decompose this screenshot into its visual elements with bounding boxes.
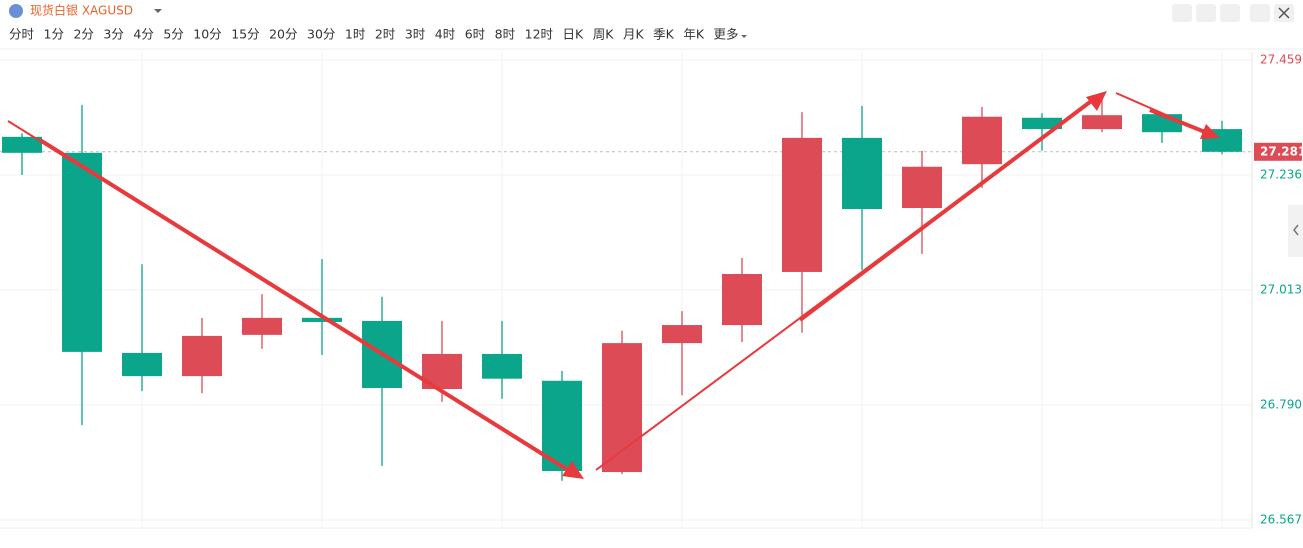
candle-body bbox=[842, 137, 882, 210]
tool-button[interactable] bbox=[1250, 4, 1270, 22]
period-tab[interactable]: 分时 bbox=[9, 27, 35, 42]
period-tab[interactable]: 年K bbox=[683, 27, 705, 42]
arrow-head bbox=[1086, 91, 1107, 111]
y-tick-label: 27.236 bbox=[1260, 168, 1302, 182]
candle-body bbox=[2, 136, 42, 153]
tool-button[interactable] bbox=[1196, 4, 1216, 22]
candle-body bbox=[662, 325, 702, 344]
tool-button[interactable] bbox=[1172, 4, 1192, 22]
symbol-icon bbox=[9, 4, 23, 18]
period-tab[interactable]: 6时 bbox=[465, 27, 486, 42]
y-tick-label: 26.567 bbox=[1260, 513, 1302, 527]
period-tab[interactable]: 30分 bbox=[307, 27, 335, 42]
trend-arrow bbox=[38, 138, 570, 472]
dropdown-icon[interactable] bbox=[154, 9, 162, 13]
tool-button[interactable] bbox=[1220, 4, 1240, 22]
period-tab[interactable]: 周K bbox=[593, 27, 615, 42]
annotations bbox=[7, 91, 1220, 479]
period-tab[interactable]: 4分 bbox=[133, 27, 153, 42]
toolbar bbox=[1172, 4, 1294, 22]
candle-body bbox=[182, 335, 222, 377]
period-tab[interactable]: 1分 bbox=[44, 27, 64, 42]
candle-body bbox=[722, 274, 762, 326]
dropdown-icon bbox=[741, 35, 748, 38]
candle-body bbox=[302, 317, 342, 322]
candle-body bbox=[1022, 117, 1062, 130]
y-tick-label: 27.459 bbox=[1260, 53, 1302, 67]
candle-body bbox=[902, 166, 942, 209]
period-tab[interactable]: 4时 bbox=[435, 27, 456, 42]
period-tab[interactable]: 15分 bbox=[231, 27, 259, 42]
period-tab[interactable]: 3时 bbox=[405, 27, 426, 42]
period-tab[interactable]: 2时 bbox=[375, 27, 396, 42]
period-tab[interactable]: 3分 bbox=[103, 27, 123, 42]
arrow-head bbox=[1200, 124, 1220, 139]
candle-body bbox=[602, 343, 642, 473]
candle-body bbox=[962, 116, 1002, 165]
candle-body bbox=[242, 317, 282, 335]
y-tick-label: 27.013 bbox=[1260, 283, 1302, 297]
period-tab[interactable]: 日K bbox=[563, 27, 585, 42]
close-icon bbox=[1278, 7, 1290, 19]
current-price-box bbox=[1254, 142, 1302, 161]
period-tab[interactable]: 12时 bbox=[525, 27, 554, 42]
period-tab[interactable]: 5分 bbox=[163, 27, 183, 42]
symbol-title[interactable]: 现货白银 XAGUSD bbox=[30, 3, 133, 18]
y-tick-label: 26.790 bbox=[1260, 398, 1302, 412]
candle-body bbox=[122, 352, 162, 377]
period-tab[interactable]: 20分 bbox=[269, 27, 297, 42]
trend-arrow bbox=[798, 100, 1092, 322]
trend-arrow bbox=[1149, 108, 1206, 134]
period-tab[interactable]: 10分 bbox=[193, 27, 221, 42]
side-tab-icon bbox=[1293, 224, 1299, 236]
candle-body bbox=[782, 137, 822, 272]
period-tab[interactable]: 月K bbox=[623, 27, 645, 42]
period-tab[interactable]: 1时 bbox=[345, 27, 366, 42]
period-tab[interactable]: 更多 bbox=[714, 27, 739, 42]
plot-area bbox=[0, 52, 1302, 528]
arrow-head bbox=[562, 461, 584, 479]
period-tab[interactable]: 季K bbox=[653, 27, 675, 42]
candle-body bbox=[62, 152, 102, 352]
candle-body bbox=[482, 353, 522, 379]
candle-body bbox=[1082, 115, 1122, 130]
current-price-label: 27.281 bbox=[1260, 144, 1303, 158]
period-tab[interactable]: 8时 bbox=[495, 27, 516, 42]
period-tab[interactable]: 2分 bbox=[73, 27, 93, 42]
